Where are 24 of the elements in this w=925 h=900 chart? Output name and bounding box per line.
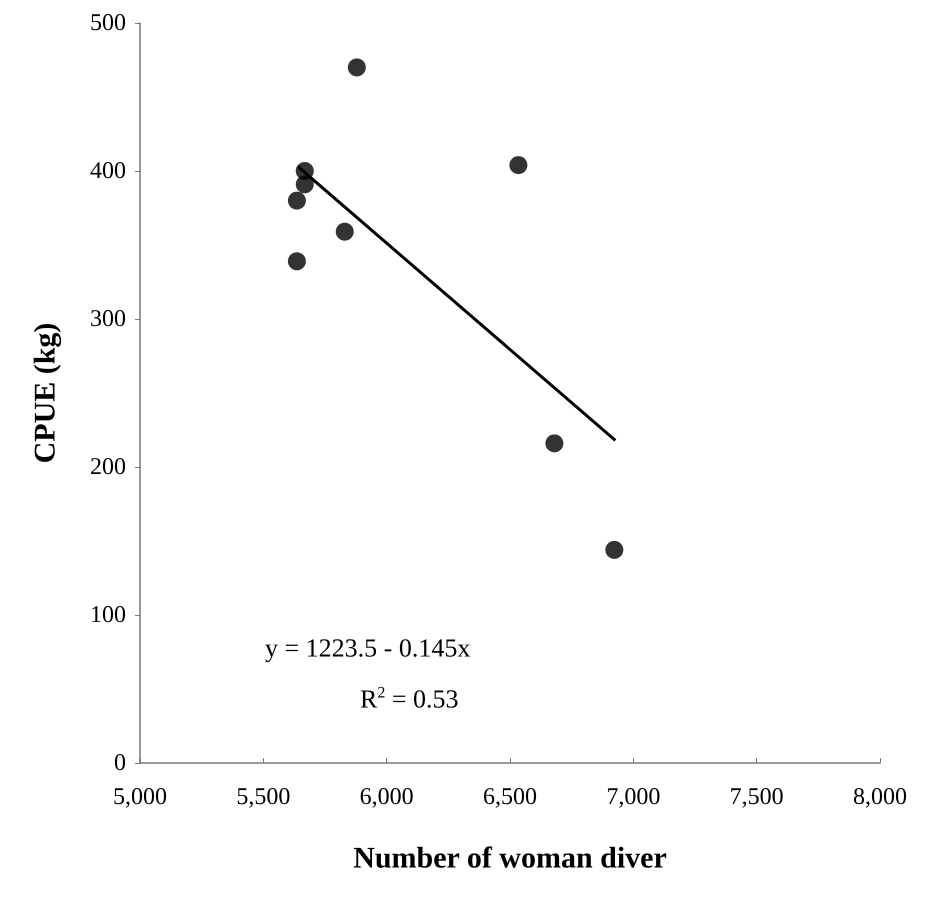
- y-tick-label: 0: [114, 750, 126, 776]
- x-tick-label: 6,500: [483, 784, 537, 810]
- annotation: y = 1223.5 - 0.145x: [265, 634, 470, 662]
- point: [336, 222, 354, 241]
- y-tick-label: 400: [90, 158, 126, 184]
- x-axis-title: Number of woman diver: [353, 842, 667, 874]
- x-tick-label: 5,500: [236, 784, 290, 810]
- point: [348, 58, 366, 76]
- y-tick-label: 500: [90, 10, 126, 36]
- x-tick-label: 5,000: [113, 784, 167, 810]
- x-tick-label: 6,000: [360, 784, 414, 810]
- point: [288, 192, 306, 210]
- point: [296, 175, 314, 194]
- y-tick-label: 200: [90, 454, 126, 480]
- y-axis-title: CPUE (kg): [28, 322, 62, 464]
- y-tick-label: 300: [90, 306, 126, 332]
- point: [605, 540, 624, 559]
- point: [545, 434, 564, 452]
- point: [509, 156, 528, 174]
- x-tick-label: 7,500: [730, 784, 784, 810]
- x-tick-label: 7,000: [606, 784, 660, 810]
- point: [288, 252, 306, 270]
- y-tick-label: 100: [90, 602, 126, 628]
- x-tick-label: 8,000: [853, 784, 907, 810]
